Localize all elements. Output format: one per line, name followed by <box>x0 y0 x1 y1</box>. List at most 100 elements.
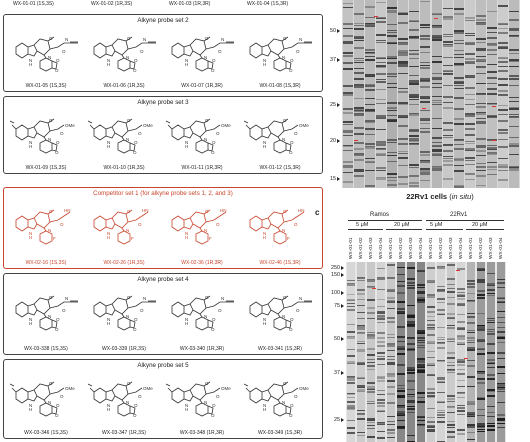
gel-band <box>356 389 366 392</box>
gel-band <box>342 6 353 8</box>
svg-text:N: N <box>204 400 207 405</box>
gel-band <box>486 396 496 398</box>
gel-band <box>346 348 356 350</box>
gel-band <box>346 303 356 305</box>
gel-band <box>406 315 416 318</box>
gel-lane <box>342 0 353 188</box>
gel-band <box>398 13 409 15</box>
gel-band <box>426 429 436 432</box>
gel-band <box>353 46 364 49</box>
gel-band <box>431 76 442 78</box>
gel-band <box>453 143 464 146</box>
gel-band <box>464 93 475 96</box>
gel-band <box>387 151 398 153</box>
gel-band <box>436 265 446 268</box>
gel-band <box>366 334 376 336</box>
gel-band <box>387 177 398 178</box>
gel-band <box>364 160 375 163</box>
svg-text:N: N <box>143 37 146 42</box>
lane-label: WX-01-03 <box>489 237 494 259</box>
gel-band <box>342 91 353 94</box>
svg-text:O: O <box>205 209 209 214</box>
gel-band <box>456 379 466 382</box>
gel-band <box>476 14 487 17</box>
gel-band <box>498 146 509 148</box>
gel-band <box>509 168 520 171</box>
gel-band <box>464 42 475 45</box>
lane-label: WX-01-01 <box>349 237 354 259</box>
gel-band <box>375 21 386 24</box>
gel-lane <box>356 262 366 442</box>
conc-label: 5 μM <box>430 222 443 228</box>
gel-band <box>376 321 386 324</box>
gel-band <box>446 401 456 402</box>
gel-band <box>436 360 446 362</box>
gel-band <box>509 125 520 128</box>
gel-band <box>409 49 420 52</box>
gel-band <box>426 387 436 390</box>
band-marker <box>434 18 438 20</box>
gel-band <box>353 25 364 27</box>
compound-label: WX-01-01 (1S,3S) <box>13 1 54 7</box>
svg-text:N: N <box>126 137 129 142</box>
gel-band <box>364 134 375 136</box>
gel-band <box>464 163 475 165</box>
svg-text:OMe: OMe <box>299 123 309 128</box>
svg-text:H: H <box>107 235 110 240</box>
gel-band <box>476 338 486 341</box>
mw-marker-label: 15 <box>330 176 336 182</box>
svg-text:O: O <box>218 49 222 54</box>
svg-text:H: H <box>29 235 32 240</box>
gel-band <box>466 349 476 351</box>
gel-band <box>486 343 496 346</box>
gel-band <box>353 85 364 88</box>
gel-band <box>375 39 386 42</box>
gel-band <box>409 10 420 12</box>
svg-text:N: N <box>65 296 68 301</box>
gel-lane <box>406 262 416 442</box>
gel-band <box>396 313 406 315</box>
gel-band <box>476 297 486 300</box>
gel-band <box>498 128 509 131</box>
probe-set-title: Alkyne probe set 3 <box>137 99 189 106</box>
gel-band <box>406 324 416 326</box>
gel-band <box>420 167 431 171</box>
gel-band <box>396 336 406 338</box>
compound-label: WX-03-346 (1S,3S) <box>24 430 68 436</box>
probe-set-title: Competitor set 1 (for alkyne probe sets … <box>93 190 233 197</box>
gel-band <box>456 287 466 290</box>
lane-label: WX-01-04 <box>459 237 464 259</box>
mw-marker-label: 37 <box>330 57 336 63</box>
gel-band <box>466 423 476 426</box>
svg-text:N: N <box>107 403 110 408</box>
gel-band <box>386 349 396 351</box>
gel-band <box>364 6 375 9</box>
gel-band <box>356 317 366 320</box>
gel-band <box>356 362 366 365</box>
gel-band <box>426 397 436 399</box>
gel-band <box>398 53 409 56</box>
gel-band <box>356 279 366 282</box>
gel-band <box>486 320 496 322</box>
gel-band <box>453 56 464 58</box>
gel-band <box>353 159 364 161</box>
lane-label: WX-01-02 <box>439 237 444 259</box>
gel-band <box>487 31 498 33</box>
gel-band <box>416 287 426 289</box>
gel-band <box>466 346 476 349</box>
svg-text:O: O <box>60 131 64 136</box>
lane-label: WX-01-02 <box>359 237 364 259</box>
gel-band <box>398 103 409 105</box>
gel-band <box>446 424 456 426</box>
gel-band <box>416 298 426 301</box>
compound-label: WX-03-347 (1R,3S) <box>102 430 146 436</box>
gel-band <box>456 303 466 305</box>
gel-band <box>476 93 487 95</box>
gel-band <box>487 102 498 104</box>
svg-text:N: N <box>48 228 51 233</box>
gel-band <box>353 132 364 136</box>
svg-text:O: O <box>56 58 60 63</box>
svg-text:O: O <box>212 403 216 408</box>
